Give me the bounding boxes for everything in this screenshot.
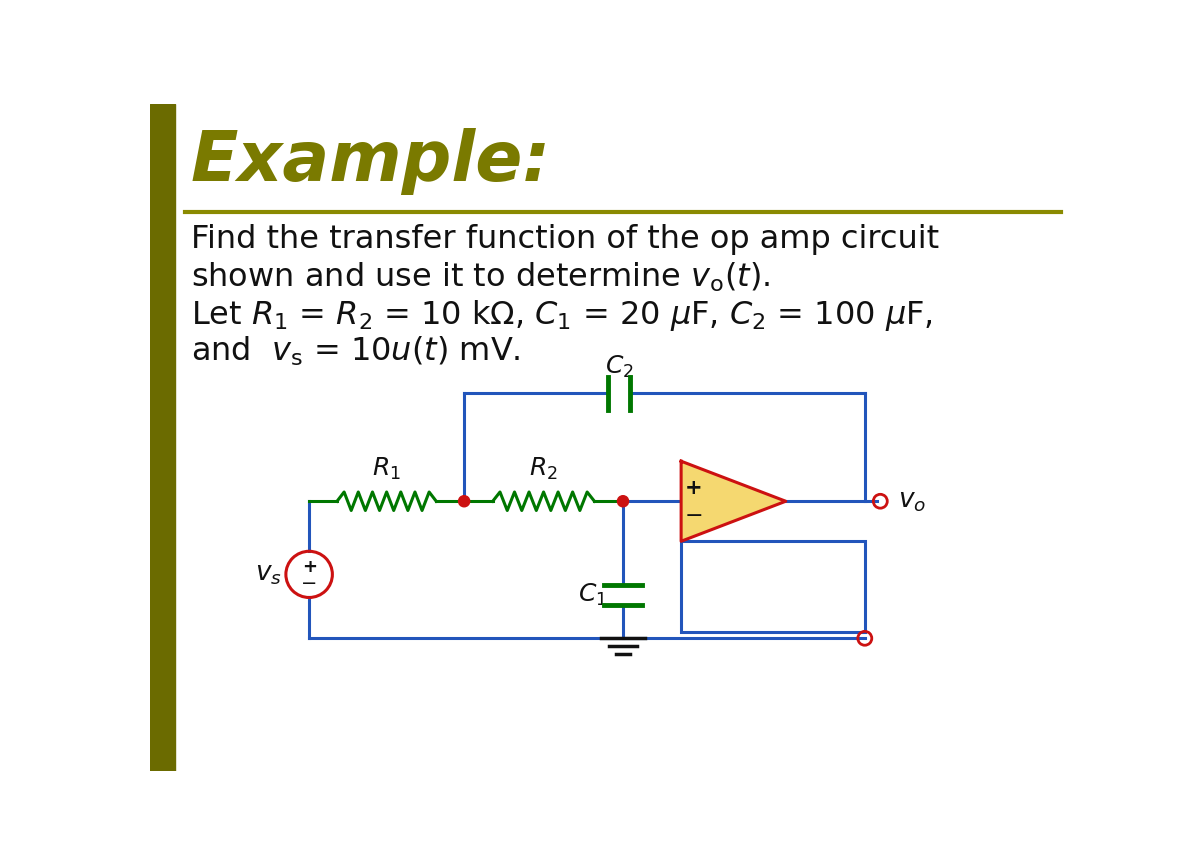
Text: Example:: Example: bbox=[191, 128, 551, 195]
Text: $R_1$: $R_1$ bbox=[373, 456, 401, 482]
Text: Find the transfer function of the op amp circuit: Find the transfer function of the op amp… bbox=[191, 224, 939, 255]
Text: $C_2$: $C_2$ bbox=[605, 353, 633, 379]
Polygon shape bbox=[682, 462, 786, 541]
Text: $C_1$: $C_1$ bbox=[577, 582, 607, 608]
Text: $v_s$: $v_s$ bbox=[255, 561, 282, 587]
Text: −: − bbox=[684, 506, 703, 526]
Text: shown and use it to determine $v_\mathregular{o}(t)$.: shown and use it to determine $v_\mathre… bbox=[191, 261, 770, 294]
Text: +: + bbox=[685, 478, 702, 498]
Text: $v_o$: $v_o$ bbox=[898, 488, 927, 514]
Text: $R_2$: $R_2$ bbox=[529, 456, 558, 482]
Circle shape bbox=[618, 495, 629, 507]
Text: +: + bbox=[302, 558, 316, 576]
Bar bbox=[150, 104, 175, 771]
Text: −: − bbox=[300, 574, 317, 593]
Text: and  $v_\mathregular{s}$ = 10$u(t)$ mV.: and $v_\mathregular{s}$ = 10$u(t)$ mV. bbox=[191, 335, 520, 368]
Circle shape bbox=[458, 495, 470, 507]
Text: Let $R_1$ = $R_2$ = 10 k$\Omega$, $C_1$ = 20 $\mu$F, $C_2$ = 100 $\mu$F,: Let $R_1$ = $R_2$ = 10 k$\Omega$, $C_1$ … bbox=[191, 298, 933, 333]
